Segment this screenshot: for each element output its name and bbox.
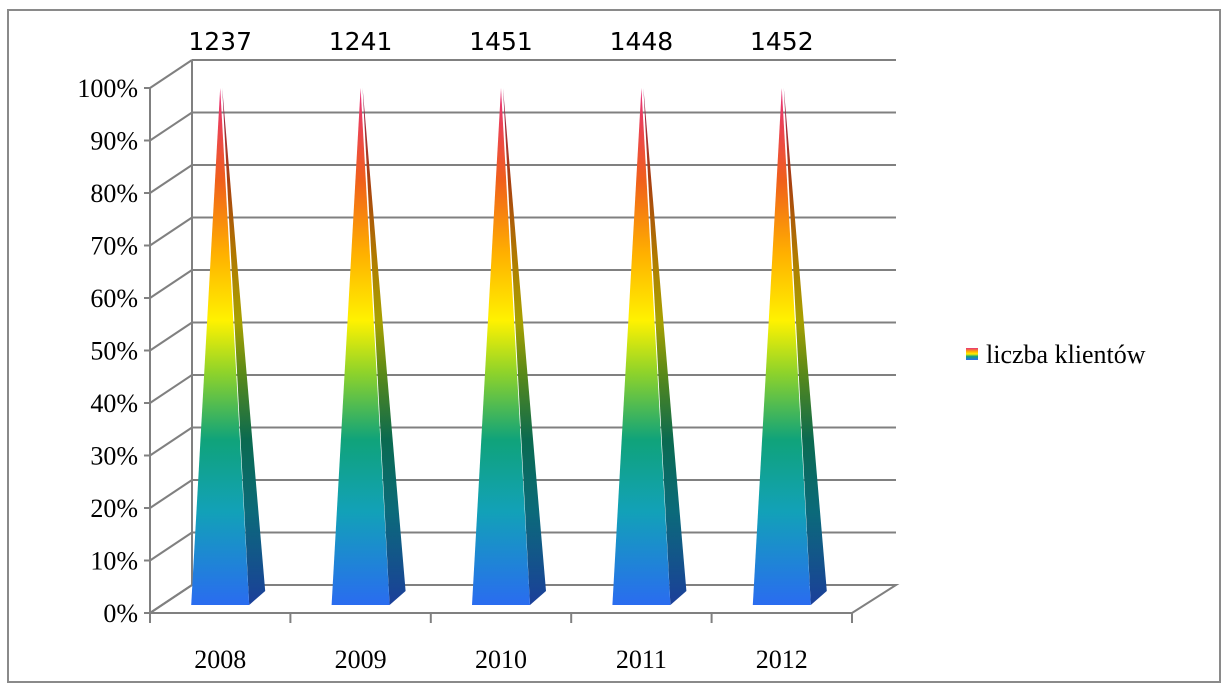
side-wall-gridline	[149, 216, 193, 247]
pyramids	[191, 88, 827, 605]
legend-swatch	[966, 348, 978, 360]
side-wall-gridline	[149, 321, 193, 352]
pyramid-front-face	[472, 88, 530, 605]
y-tick-label: 90%	[90, 127, 138, 156]
pyramid-side-face	[503, 88, 546, 605]
pyramid-front-face	[191, 88, 250, 605]
x-axis-tick-labels: 2008 2009 2010 2011 2012	[194, 645, 808, 674]
data-label: 1452	[750, 27, 814, 56]
chart-floor	[146, 584, 900, 614]
data-label: 1241	[329, 27, 393, 56]
pyramid-side-face	[643, 88, 687, 605]
side-wall-gridline	[149, 374, 193, 404]
y-tick-label: 10%	[90, 547, 138, 576]
y-tick-label: 40%	[90, 389, 138, 418]
side-wall-gridline	[149, 531, 193, 562]
side-wall-gridline	[149, 269, 193, 299]
pyramid-front-face	[331, 88, 390, 605]
axes	[144, 60, 900, 623]
y-tick-label: 80%	[90, 179, 138, 208]
data-label: 1237	[188, 27, 252, 56]
y-tick-label: 20%	[90, 494, 138, 523]
pyramid-front-face	[612, 88, 671, 605]
side-wall-gridline	[149, 479, 193, 509]
pyramid-front-face	[752, 88, 811, 605]
x-tick-label: 2010	[475, 645, 527, 674]
y-tick-label: 70%	[90, 232, 138, 261]
x-tick-label: 2008	[194, 645, 246, 674]
data-label: 1451	[469, 27, 533, 56]
x-tick-label: 2012	[756, 645, 808, 674]
y-axis-tick-labels: 0% 10% 20% 30% 40% 50% 60% 70% 80% 90% 100%	[77, 74, 138, 628]
side-wall-gridline	[149, 164, 193, 194]
y-tick-label: 100%	[77, 74, 138, 103]
pyramid-side-face	[362, 88, 406, 605]
pyramid-side-face	[222, 88, 266, 605]
side-wall-gridline	[149, 111, 193, 142]
y-tick-label: 60%	[90, 284, 138, 313]
side-wall-gridline	[149, 426, 193, 457]
pyramid-side-face	[783, 88, 827, 605]
pyramid-2008	[191, 88, 266, 605]
legend-label: liczba klientów	[986, 340, 1146, 369]
x-tick-label: 2011	[616, 645, 667, 674]
x-tick-label: 2009	[335, 645, 387, 674]
data-labels: 1237 1241 1451 1448 1452	[188, 27, 813, 56]
y-tick-label: 30%	[90, 442, 138, 471]
side-wall-gridline	[149, 59, 193, 89]
y-tick-label: 50%	[90, 337, 138, 366]
pyramid-2012	[752, 88, 827, 605]
pyramid-2010	[472, 88, 546, 605]
legend: liczba klientów	[966, 340, 1146, 369]
y-tick-label: 0%	[103, 599, 138, 628]
data-label: 1448	[610, 27, 674, 56]
pyramid-2009	[331, 88, 406, 605]
pyramid-2011	[612, 88, 687, 605]
